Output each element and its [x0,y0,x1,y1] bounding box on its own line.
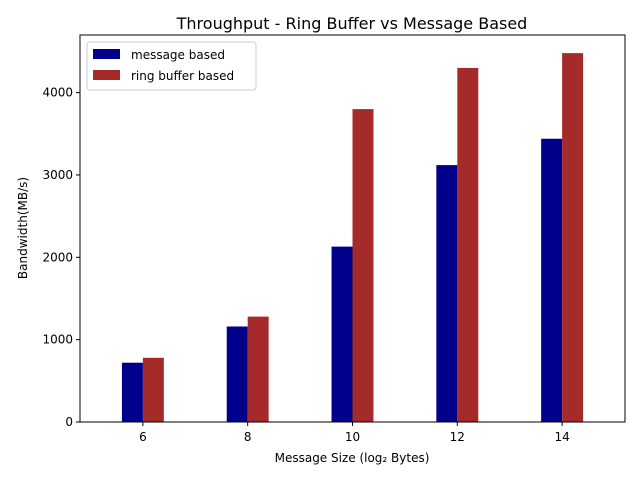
x-tick-label: 14 [554,430,569,444]
bar-message-based-10 [331,246,353,422]
y-axis-label: Bandwidth(MB/s) [16,177,30,279]
x-tick-label: 12 [450,430,465,444]
bar-message-based-12 [436,165,458,422]
y-axis: 0 1000 2000 3000 4000 [42,86,80,429]
y-tick-label: 1000 [42,333,73,347]
x-tick-label: 10 [345,430,360,444]
legend-box [86,41,257,91]
bar-ring-buffer-based-8 [247,316,269,422]
bar-ring-buffer-based-14 [562,53,584,422]
x-tick-label: 6 [139,430,147,444]
legend-swatch-ring-buffer-based [93,70,120,80]
bar-ring-buffer-based-12 [457,67,479,423]
chart-title: Throughput - Ring Buffer vs Message Base… [176,14,528,33]
bar-ring-buffer-based-10 [352,109,374,422]
legend: message based ring buffer based [86,41,257,91]
y-tick-label: 0 [65,415,73,429]
y-tick-label: 3000 [42,168,73,182]
x-tick-label: 8 [244,430,252,444]
y-tick-label: 4000 [42,86,73,100]
legend-label-ring-buffer-based: ring buffer based [131,69,234,83]
legend-label-message-based: message based [131,48,225,62]
bar-message-based-14 [541,138,563,422]
bar-ring-buffer-based-6 [142,357,164,422]
y-tick-label: 2000 [42,250,73,264]
x-axis: 6 8 10 12 14 [139,422,570,444]
bar-message-based-8 [226,326,248,422]
bars-group [121,53,584,423]
x-axis-label: Message Size (log₂ Bytes) [275,451,430,465]
legend-swatch-message-based [93,49,120,59]
bar-message-based-6 [121,362,143,422]
